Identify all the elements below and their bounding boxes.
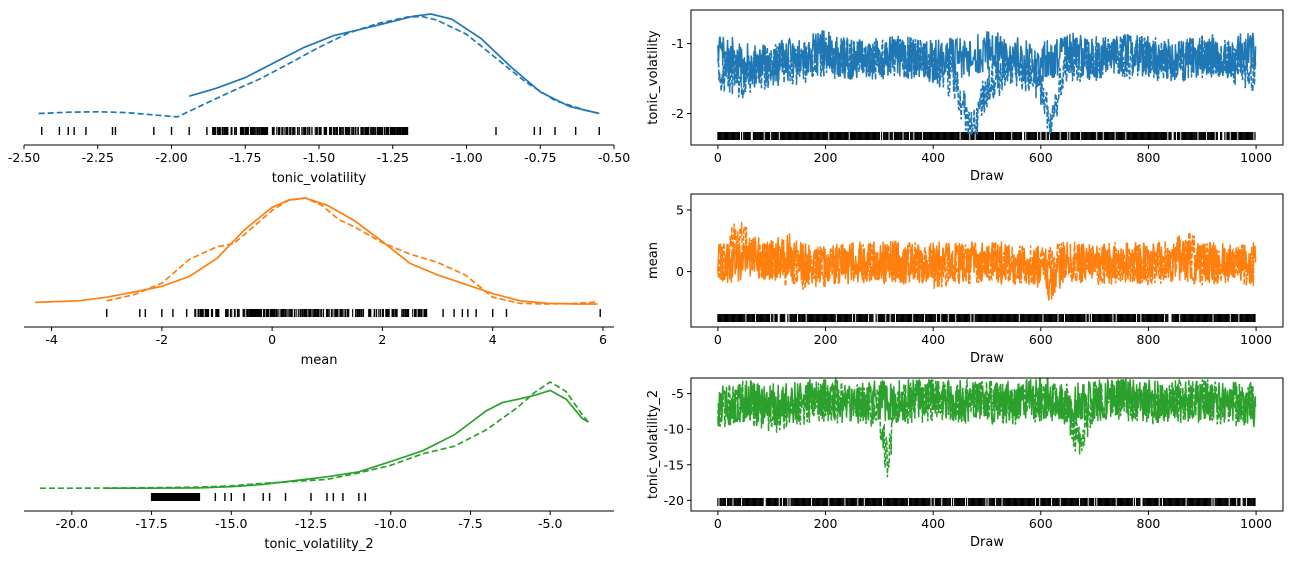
density-line-solid (103, 389, 589, 490)
rug-marks (150, 493, 366, 501)
x-tick-label: -1.75 (229, 150, 261, 165)
y-tick-label: -15 (664, 457, 684, 472)
rug-marks (717, 132, 1256, 140)
x-tick-label: 600 (1029, 332, 1053, 347)
trace-line-dashed (717, 36, 1257, 135)
x-tick-label: 1000 (1240, 150, 1272, 165)
x-tick-label: 800 (1137, 332, 1161, 347)
axes-frame (690, 9, 1284, 146)
y-axis-label: tonic_volatility_2 (646, 390, 661, 499)
x-tick-label: -5.0 (538, 516, 562, 531)
rug-marks (41, 127, 600, 135)
density-line-dashed (106, 197, 598, 305)
axes-frame (690, 377, 1284, 512)
panel-2-density: -4 -2 0 2 4 6 mean (24, 197, 614, 368)
x-tick-label: 0 (268, 332, 276, 347)
density-line-dashed (38, 15, 600, 118)
trace-line-dashed (717, 378, 1257, 478)
x-tick-label: 400 (921, 332, 945, 347)
y-tick-label: -20 (664, 493, 684, 508)
x-tick-label: 0 (714, 516, 722, 531)
x-tick-label: 0 (714, 332, 722, 347)
x-tick-label: -2.25 (82, 150, 114, 165)
x-axis-label: Draw (970, 169, 1004, 184)
x-tick-label: 2 (378, 332, 386, 347)
y-tick-label: 5 (676, 203, 684, 218)
x-tick-label: 600 (1029, 516, 1053, 531)
x-tick-label: -12.5 (295, 516, 327, 531)
x-tick-label: -4 (45, 332, 58, 347)
x-tick-label: -2.50 (8, 150, 40, 165)
x-tick-label: -0.50 (598, 150, 630, 165)
x-axis-label: tonic_volatility_2 (264, 537, 373, 552)
y-axis-label: tonic_volatility (646, 30, 661, 125)
x-axis-label: tonic_volatility (272, 171, 367, 186)
x-axis-label: mean (301, 353, 338, 368)
x-axis-label: Draw (970, 351, 1004, 366)
x-tick-label: 600 (1029, 150, 1053, 165)
trace-plot-area (717, 221, 1257, 322)
x-tick-label: -15.0 (215, 516, 247, 531)
y-tick-label: 0 (676, 264, 684, 279)
density-line-solid (188, 13, 600, 115)
x-tick-label: 6 (599, 332, 607, 347)
rug-marks (717, 498, 1256, 506)
x-tick-label: -1.50 (303, 150, 335, 165)
x-tick-label: -7.5 (458, 516, 482, 531)
x-tick-label: 200 (814, 516, 838, 531)
x-tick-label: -2.00 (155, 150, 187, 165)
panel-0-density: -2.50 -2.25 -2.00 -1.75 -1.50 -1.25 -1.00 -0.75… (8, 13, 630, 186)
x-tick-label: 200 (814, 332, 838, 347)
x-tick-label: 200 (814, 150, 838, 165)
panel-5-trace: 0 200 400 600 800 1000 -20 -15 -10 -5 Draw tonic_vo… (646, 377, 1284, 550)
y-tick-label: -5 (672, 386, 684, 401)
trace-line-dashed (717, 221, 1257, 290)
y-axis-label: mean (646, 242, 661, 279)
x-tick-label: 0 (714, 150, 722, 165)
panel-4-density: -20.0 -17.5 -15.0 -12.5 -10.0 -7.5 -5.0 tonic_v… (24, 380, 614, 552)
y-tick-label: -1 (672, 36, 684, 51)
x-tick-label: -17.5 (135, 516, 167, 531)
axes-frame (690, 193, 1284, 328)
x-tick-label: -2 (156, 332, 168, 347)
x-tick-label: 1000 (1240, 332, 1272, 347)
panel-1-trace: 0 200 400 600 800 1000 -2 -1 Draw tonic_volatilit… (646, 9, 1284, 184)
x-tick-label: -1.25 (377, 150, 409, 165)
trace-plot-area (717, 378, 1257, 506)
rug-marks (106, 309, 601, 317)
y-tick-label: -2 (672, 106, 684, 121)
x-tick-label: -1.00 (450, 150, 482, 165)
x-tick-label: 1000 (1240, 516, 1272, 531)
x-tick-label: -20.0 (56, 516, 88, 531)
density-line-solid (34, 197, 598, 305)
y-tick-label: -10 (664, 422, 684, 437)
x-tick-label: 4 (489, 332, 497, 347)
x-tick-label: -0.75 (524, 150, 556, 165)
trace-plot-area (717, 30, 1257, 140)
x-tick-label: 400 (921, 516, 945, 531)
x-axis-label: Draw (970, 535, 1004, 550)
panel-3-trace: 0 200 400 600 800 1000 0 5 Draw mean (646, 193, 1284, 366)
rug-marks (717, 314, 1256, 322)
x-tick-label: 800 (1137, 150, 1161, 165)
x-tick-label: -10.0 (375, 516, 407, 531)
x-tick-label: 800 (1137, 516, 1161, 531)
density-line-dashed (39, 380, 590, 490)
x-tick-label: 400 (921, 150, 945, 165)
